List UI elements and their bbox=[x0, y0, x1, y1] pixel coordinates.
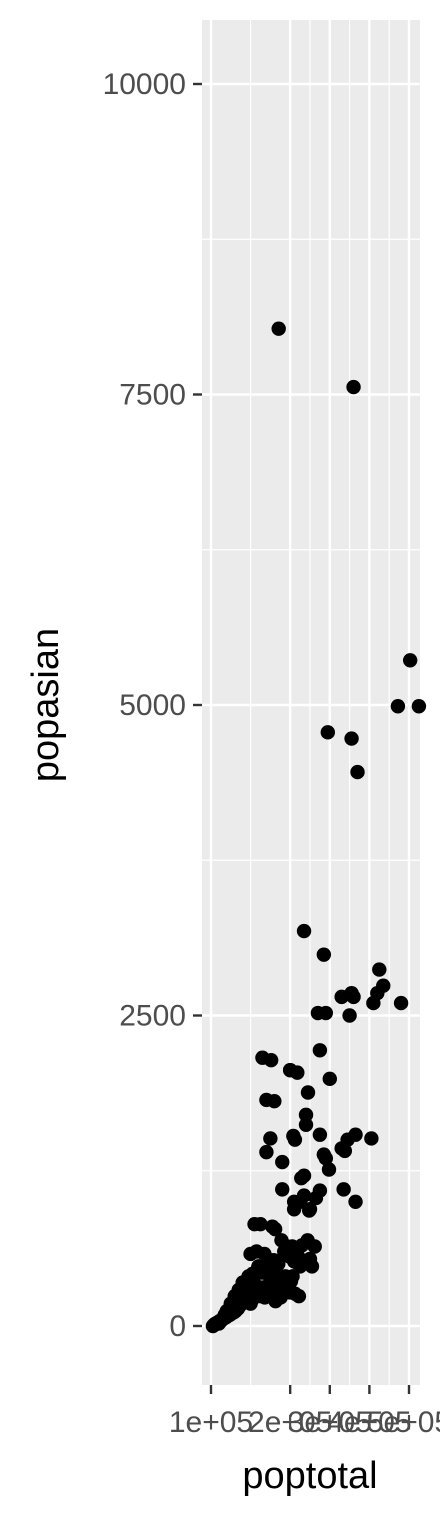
data-point bbox=[337, 1143, 353, 1159]
data-point bbox=[287, 1132, 303, 1147]
data-point bbox=[267, 1221, 283, 1237]
data-point bbox=[304, 1259, 320, 1274]
data-point bbox=[298, 1117, 314, 1132]
y-axis-title: popasian bbox=[25, 628, 67, 782]
data-point bbox=[275, 1154, 290, 1170]
data-point bbox=[285, 1269, 300, 1284]
data-point bbox=[312, 1043, 328, 1058]
panel-background bbox=[202, 20, 420, 1385]
x-tick-label: 5e+05 bbox=[367, 1406, 440, 1439]
data-point bbox=[316, 1147, 332, 1162]
major-gridlines bbox=[202, 20, 420, 1385]
data-point bbox=[348, 1194, 363, 1210]
data-point bbox=[320, 725, 336, 740]
x-tick-label: 2e+05 bbox=[248, 1406, 332, 1439]
data-point bbox=[263, 1131, 278, 1146]
x-tick-label: 1e+05 bbox=[169, 1406, 253, 1439]
y-tick-label: 5000 bbox=[119, 689, 186, 722]
data-point bbox=[301, 1203, 317, 1218]
data-point bbox=[298, 1107, 314, 1123]
data-point bbox=[259, 1144, 274, 1160]
data-point bbox=[364, 1131, 379, 1146]
y-tick-label: 2500 bbox=[119, 1000, 186, 1033]
data-point bbox=[316, 947, 332, 962]
y-tick-label: 7500 bbox=[119, 379, 186, 412]
data-point bbox=[318, 1005, 334, 1021]
data-point bbox=[271, 1256, 286, 1272]
data-point bbox=[346, 379, 361, 395]
data-point bbox=[296, 923, 312, 939]
data-point bbox=[411, 699, 427, 714]
y-tick-label: 0 bbox=[169, 1310, 186, 1343]
data-point bbox=[336, 1182, 351, 1197]
data-point bbox=[308, 1190, 324, 1206]
minor-gridlines bbox=[202, 20, 420, 1385]
x-tick-label: 3e+05 bbox=[288, 1406, 372, 1439]
data-point bbox=[390, 699, 406, 714]
data-point bbox=[342, 1008, 357, 1023]
data-point bbox=[344, 731, 359, 746]
data-point bbox=[282, 1062, 298, 1078]
y-axis: 0 2500 5000 7500 10000 bbox=[103, 68, 202, 1343]
data-point bbox=[393, 995, 409, 1011]
data-point bbox=[267, 1093, 282, 1109]
data-point bbox=[300, 1085, 316, 1100]
data-point bbox=[402, 653, 418, 668]
x-axis-title: poptotal bbox=[242, 1455, 377, 1497]
data-point bbox=[271, 321, 286, 336]
data-point bbox=[322, 1071, 337, 1087]
data-point bbox=[286, 1202, 302, 1217]
data-point bbox=[370, 985, 385, 1001]
data-point bbox=[372, 962, 387, 977]
data-point bbox=[307, 1239, 322, 1254]
data-point bbox=[263, 1053, 279, 1068]
data-point bbox=[312, 1127, 328, 1142]
data-points bbox=[205, 321, 427, 1334]
data-point bbox=[344, 985, 359, 1001]
data-point bbox=[291, 1288, 307, 1304]
y-tick-label: 10000 bbox=[103, 68, 186, 101]
data-point bbox=[348, 1127, 363, 1142]
x-tick-label: 4e+05 bbox=[327, 1406, 411, 1439]
data-point bbox=[275, 1182, 290, 1197]
data-point bbox=[321, 1162, 337, 1177]
data-point bbox=[253, 1216, 268, 1232]
data-point bbox=[294, 1171, 309, 1186]
data-point bbox=[350, 764, 365, 780]
